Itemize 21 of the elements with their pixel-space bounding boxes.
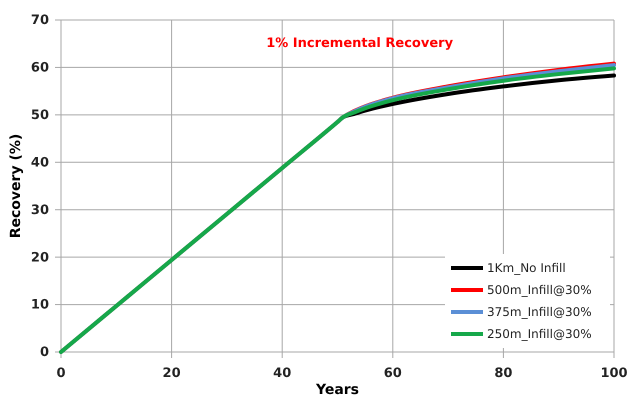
x-tick-label: 60 bbox=[384, 366, 402, 382]
y-axis-title: Recovery (%) bbox=[8, 134, 24, 238]
y-tick-label: 30 bbox=[30, 202, 49, 218]
x-tick-label: 0 bbox=[56, 366, 66, 382]
legend-label: 250m_Infill@30% bbox=[487, 327, 592, 341]
y-tick-label: 0 bbox=[40, 345, 49, 360]
annotation: 1% Incremental Recovery bbox=[266, 36, 454, 51]
legend-label: 500m_Infill@30% bbox=[487, 283, 592, 297]
y-tick-label: 50 bbox=[30, 108, 49, 124]
legend-label: 1Km_No Infill bbox=[487, 261, 566, 275]
x-tick-label: 100 bbox=[600, 366, 628, 382]
y-tick-label: 60 bbox=[30, 60, 49, 76]
y-tick-label: 20 bbox=[30, 250, 49, 266]
y-tick-label: 10 bbox=[30, 298, 49, 313]
y-tick-label: 40 bbox=[30, 155, 49, 170]
x-axis-title: Years bbox=[314, 382, 360, 398]
x-tick-label: 20 bbox=[162, 366, 181, 382]
y-tick-label: 70 bbox=[30, 13, 49, 28]
legend-label: 375m_Infill@30% bbox=[487, 305, 592, 319]
x-tick-label: 80 bbox=[494, 366, 512, 382]
x-tick-label: 40 bbox=[273, 366, 292, 382]
